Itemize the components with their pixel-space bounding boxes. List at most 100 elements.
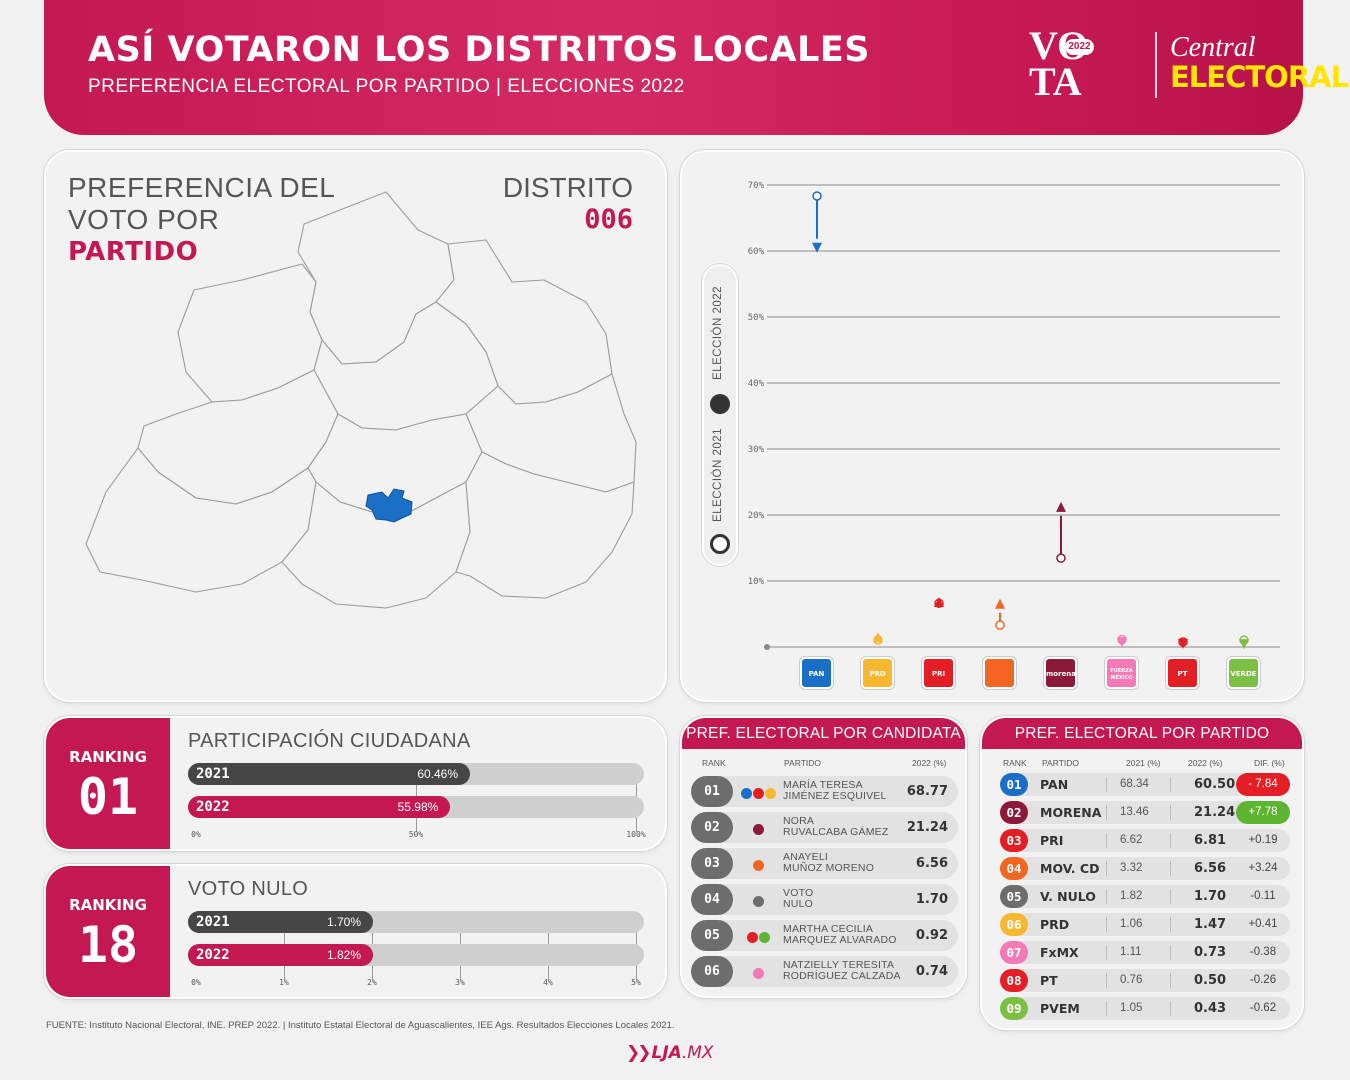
candidata-name-line2: RUVALCABA GÁMEZ: [783, 826, 889, 838]
map-title-accent: PARTIDO: [68, 237, 199, 267]
bar-value: 60.46%: [417, 767, 459, 781]
candidata-name: ANAYELI MUÑOZ MORENO: [783, 852, 874, 874]
divider: [1170, 889, 1171, 904]
point-2022-pan: [812, 242, 822, 253]
divider: [1170, 777, 1171, 792]
divider: [1106, 805, 1107, 820]
point-2022-mov. cd: [995, 598, 1005, 609]
map-title-line2: VOTO POR: [68, 204, 220, 235]
party-icon-pvem: VERDE: [1227, 657, 1260, 689]
page-title: ASÍ VOTARON LOS DISTRITOS LOCALES: [88, 30, 871, 70]
party-color-dots: [753, 894, 765, 907]
col-2021: 2021 (%): [1126, 758, 1161, 768]
candidatas-table: PREF. ELECTORAL POR CANDIDATA RANK PARTI…: [680, 716, 967, 998]
voto-nulo-title: VOTO NULO: [188, 878, 309, 900]
partido-2021: 1.05: [1120, 1002, 1143, 1014]
axis-label: 0%: [191, 978, 201, 987]
point-2022-pri: [934, 597, 944, 608]
party-color-dots: [747, 930, 771, 943]
divider: [1106, 1001, 1107, 1016]
ranking-label: RANKING: [69, 748, 147, 766]
partido-2022: 21.24: [1194, 805, 1236, 820]
voto-nulo-ranking-box: RANKING 18: [46, 866, 170, 997]
point-2022-morena: [1056, 501, 1066, 512]
divider: [1106, 777, 1107, 792]
logo-vota-bottom: TA: [1029, 59, 1082, 104]
candidata-value: 21.24: [906, 820, 948, 835]
party-dot: [753, 968, 764, 979]
candidata-name-line2: MARQUEZ ALVARADO: [783, 934, 897, 946]
vota-logo: VO TA 2022: [1029, 26, 1111, 104]
party-icon-label: VERDE: [1230, 670, 1257, 678]
point-2021-pan: [812, 191, 822, 201]
partido-rank: 05: [1000, 885, 1028, 908]
bar-track: 2022 1.82%: [188, 944, 644, 966]
party-dot: [753, 788, 764, 799]
candidata-name-line1: VOTO: [783, 887, 814, 899]
party-icon-movcd: [983, 657, 1016, 689]
point-2022-fxmx: [1117, 637, 1127, 648]
candidata-row: 02 NORA RUVALCABA GÁMEZ 21.24: [691, 812, 958, 843]
partido-dif: +0.19: [1248, 834, 1278, 846]
district-map: [85, 191, 637, 609]
party-color-dots: [753, 966, 765, 979]
candidata-name: NATZIELLY TERESITA RODRÍGUEZ CALZADA: [783, 960, 901, 982]
divider: [1106, 861, 1107, 876]
partido-rank: 08: [1000, 969, 1028, 992]
partido-name: PVEM: [1040, 1001, 1080, 1016]
party-dot: [759, 932, 770, 943]
lja-chevrons: ❯❯: [626, 1043, 651, 1063]
lja-brand: LJA: [651, 1043, 682, 1063]
candidata-value: 6.56: [915, 856, 948, 871]
partido-rank: 07: [1000, 941, 1028, 964]
axis-origin-dot: [764, 644, 770, 650]
party-color-dots: [753, 858, 765, 871]
col-dif: DIF. (%): [1254, 758, 1285, 768]
y-tick-label: 50%: [748, 313, 765, 323]
candidata-value: 0.92: [915, 928, 948, 943]
partido-dif: +7.78: [1236, 801, 1290, 824]
point-2021-morena: [1056, 553, 1066, 563]
partido-name: PRI: [1040, 833, 1064, 848]
partido-rank: 06: [1000, 913, 1028, 936]
col-partido: PARTIDO: [1042, 758, 1079, 768]
partido-2021: 1.11: [1120, 946, 1142, 958]
participacion-panel: RANKING 01 PARTICIPACIÓN CIUDADANA 0% 50%…: [44, 716, 667, 851]
partido-dif: - 7.84: [1236, 773, 1290, 796]
partido-2021: 1.82: [1120, 890, 1143, 902]
party-icon-label: PRD: [869, 670, 886, 678]
y-tick-label: 70%: [748, 181, 765, 191]
partidos-table-title: PREF. ELECTORAL POR PARTIDO: [982, 718, 1302, 749]
candidata-name-line1: NORA: [783, 815, 815, 827]
header-banner: ASÍ VOTARON LOS DISTRITOS LOCALES PREFER…: [44, 0, 1349, 135]
logo-divider: [1155, 32, 1157, 98]
partido-row: 09 PVEM 1.05 0.43 -0.62: [1000, 997, 1290, 1020]
candidata-value: 0.74: [915, 964, 948, 979]
bar-year: 2022: [196, 947, 230, 963]
partido-rank: 04: [1000, 857, 1028, 880]
party-icon-label: PT: [1177, 670, 1188, 678]
partido-2022: 1.70: [1194, 889, 1227, 904]
partido-rank: 01: [1000, 773, 1028, 796]
party-icon-pri: PRI: [922, 657, 955, 689]
divider: [1170, 917, 1171, 932]
candidata-row: 05 MARTHA CECILIA MARQUEZ ALVARADO 0.92: [691, 920, 958, 951]
point-2022-pt: [1178, 638, 1188, 649]
divider: [1106, 945, 1107, 960]
partido-name: PT: [1040, 973, 1058, 988]
district-number: 006: [584, 204, 633, 235]
partido-name: PRD: [1040, 917, 1070, 932]
candidata-rank: 05: [691, 920, 733, 951]
partido-dif: -0.26: [1249, 974, 1277, 986]
candidata-name-line1: NATZIELLY TERESITA: [783, 959, 895, 971]
partido-2022: 6.81: [1194, 833, 1227, 848]
vota-central-electoral-logo: VO TA 2022 Central ELECTORAL: [1029, 26, 1349, 104]
partido-row: 04 MOV. CD 3.32 6.56 +3.24: [1000, 857, 1290, 880]
candidata-row: 03 ANAYELI MUÑOZ MORENO 6.56: [691, 848, 958, 879]
bar-track: 2022 55.98%: [188, 796, 644, 818]
candidata-name-line2: MUÑOZ MORENO: [783, 862, 875, 874]
bar-year: 2022: [196, 799, 230, 815]
logo-year: 2022: [1065, 39, 1094, 55]
axis-label: 3%: [455, 978, 465, 987]
bar-year: 2021: [196, 914, 230, 930]
